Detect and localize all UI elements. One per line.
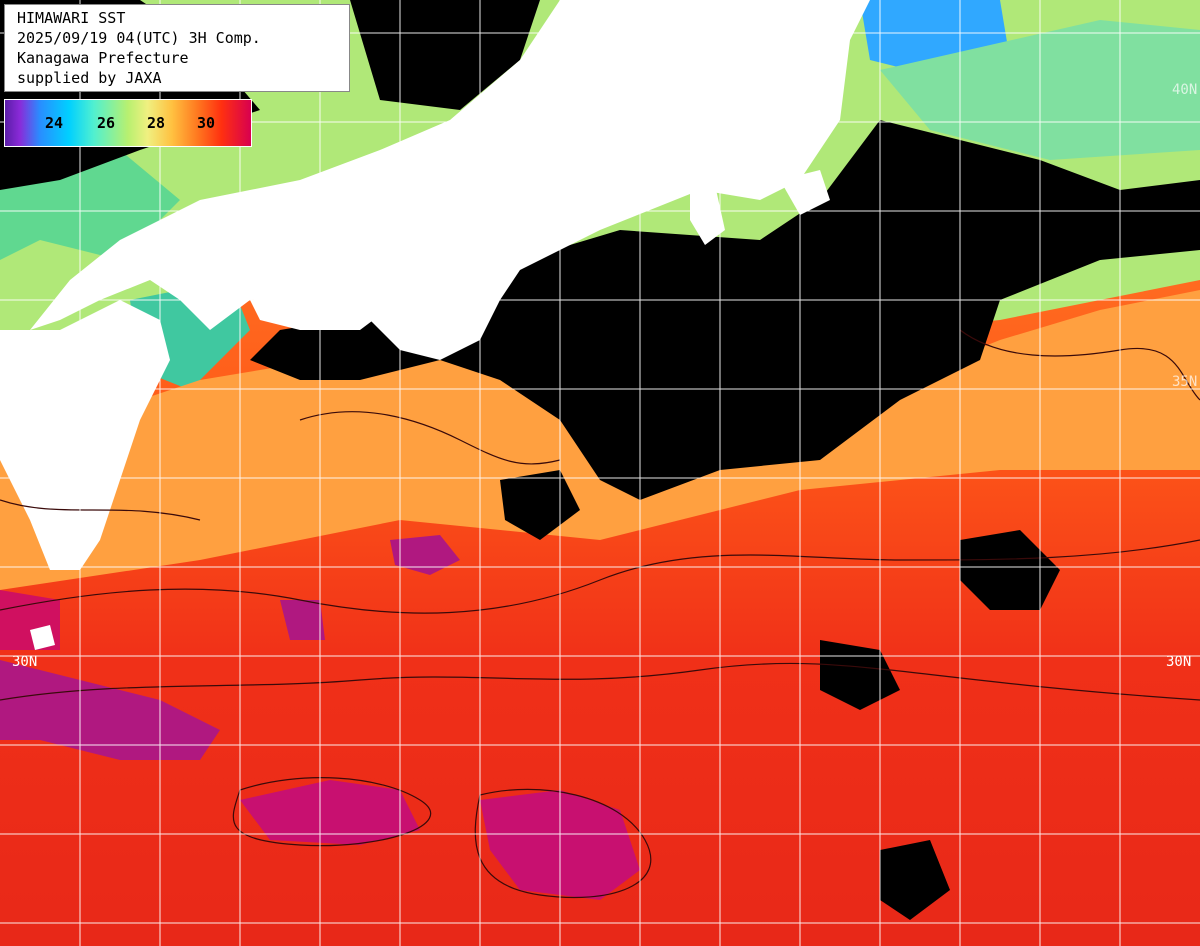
info-title: HIMAWARI SST (17, 9, 126, 27)
cloud-mask-east (960, 530, 1060, 610)
cloud-mask-ne (1080, 200, 1200, 260)
cloud-mask-north-b (350, 0, 540, 110)
color-scale: 24 26 28 30 (4, 99, 252, 147)
lat-label-35n-right: 35N (1172, 374, 1198, 390)
info-supplier: supplied by JAXA (17, 69, 162, 87)
cloud-mask-se (880, 840, 950, 920)
land-shikoku (250, 280, 400, 330)
warm-core-1 (240, 780, 420, 845)
lat-label-40n-right: 40N (1172, 82, 1198, 98)
isotherm-1 (0, 539, 1200, 614)
warm-core-5 (280, 600, 325, 640)
lat-label-30n-left: 30N (12, 654, 38, 670)
info-timestamp: 2025/09/19 04(UTC) 3H Comp. (17, 29, 261, 47)
isotherm-4 (474, 788, 652, 899)
land-tanegashima (30, 625, 55, 650)
land-kyushu (0, 300, 170, 570)
land-izu-peninsula (690, 185, 725, 245)
land-boso (780, 170, 830, 215)
isotherm-6 (299, 411, 561, 465)
info-agency: Kanagawa Prefecture (17, 49, 189, 67)
info-box: HIMAWARI SST 2025/09/19 04(UTC) 3H Comp.… (4, 4, 350, 92)
scale-tick-26: 26 (97, 114, 116, 132)
scale-tick-30: 30 (197, 114, 216, 132)
lat-label-30n-right: 30N (1166, 654, 1192, 670)
scale-tick-28: 28 (147, 114, 166, 132)
isotherm-7 (0, 499, 201, 521)
isotherm-2 (0, 662, 1200, 701)
scale-tick-24: 24 (45, 114, 64, 132)
warm-core-3 (0, 660, 220, 760)
warm-core-4 (390, 535, 460, 575)
cloud-mask-center (250, 120, 1200, 500)
